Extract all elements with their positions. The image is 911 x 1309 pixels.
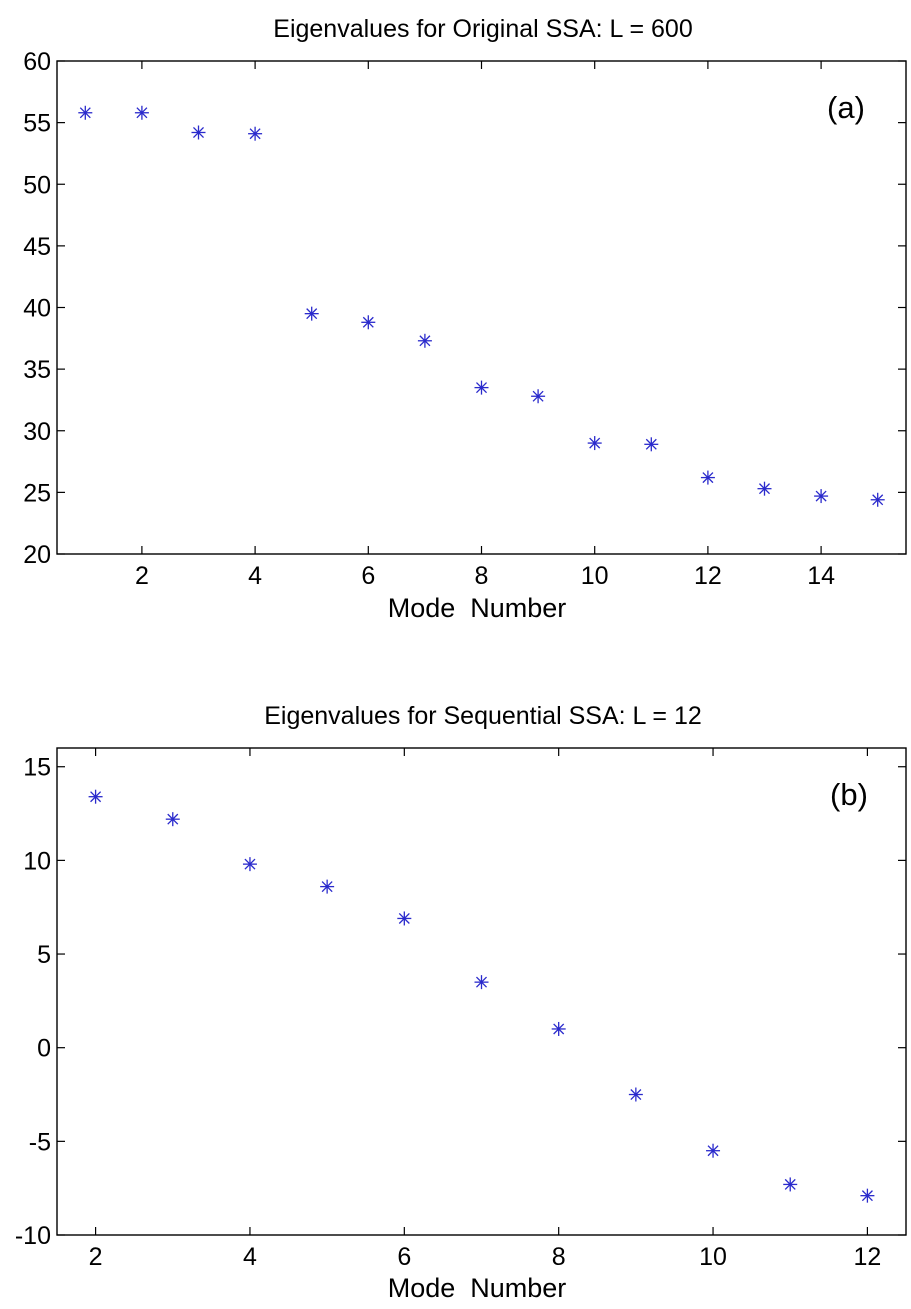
panel-a-original-ssa: Eigenvalues for Original SSA: L = 600 2 4… — [23, 15, 907, 623]
panel-b-y-tick-label: 0 — [37, 1035, 51, 1063]
panel-b-x-tick-label: 10 — [699, 1243, 727, 1271]
panel-b-data-point — [783, 1177, 798, 1192]
panel-b-data-point — [320, 879, 335, 894]
panel-a-x-tick-label: 8 — [475, 562, 489, 590]
panel-b-y-tick-label: 10 — [23, 847, 51, 875]
panel-a-x-tick-label: 2 — [135, 562, 149, 590]
panel-b-data-point — [706, 1143, 721, 1158]
panel-a-data-point — [644, 437, 659, 452]
panel-a-data-point — [587, 436, 602, 451]
panel-a-y-tick-label: 30 — [23, 418, 51, 446]
panel-a-data-point — [248, 126, 263, 141]
panel-b-x-tick-label: 8 — [552, 1243, 566, 1271]
panel-a-data-point — [870, 492, 885, 507]
panel-b-x-tick-label: 2 — [89, 1243, 103, 1271]
panel-b-x-axis-label: Mode Number — [388, 1273, 567, 1303]
panel-b-x-tick-label: 12 — [854, 1243, 882, 1271]
panel-a-y-tick-label: 60 — [23, 48, 51, 76]
panel-b-ticks: 2 4 6 8 10 12 -10 -5 0 5 10 15 — [15, 748, 906, 1271]
panel-a-data-point — [361, 315, 376, 330]
panel-b-data-point — [628, 1087, 643, 1102]
panel-a-y-tick-label: 25 — [23, 479, 51, 507]
panel-a-y-tick-label: 55 — [23, 110, 51, 138]
panel-a-x-tick-label: 12 — [694, 562, 722, 590]
panel-b-data-point — [397, 911, 412, 926]
panel-a-title: Eigenvalues for Original SSA: L = 600 — [273, 15, 692, 43]
panel-a-y-tick-label: 40 — [23, 295, 51, 323]
panel-a-x-tick-label: 6 — [361, 562, 375, 590]
panel-b-data-point — [551, 1021, 566, 1036]
panel-a-data-point — [78, 105, 93, 120]
panel-a-data-point — [531, 389, 546, 404]
panel-a-x-tick-label: 14 — [807, 562, 835, 590]
panel-b-plot-frame — [56, 747, 907, 1236]
panel-b-data-point — [88, 789, 103, 804]
panel-b-data-point — [242, 857, 257, 872]
panel-a-y-tick-label: 20 — [23, 541, 51, 569]
panel-a-x-tick-label: 4 — [248, 562, 262, 590]
panel-a-data-point — [474, 380, 489, 395]
panel-a-data-point — [417, 333, 432, 348]
panel-b-data-point — [474, 975, 489, 990]
panel-b-x-tick-label: 6 — [397, 1243, 411, 1271]
panel-a-data-point — [814, 489, 829, 504]
panel-b-data-points — [88, 789, 875, 1203]
panel-a-label: (a) — [827, 90, 865, 125]
panel-a-y-tick-label: 35 — [23, 356, 51, 384]
panel-b-title: Eigenvalues for Sequential SSA: L = 12 — [264, 702, 702, 730]
panel-b-sequential-ssa: Eigenvalues for Sequential SSA: L = 12 2… — [15, 702, 907, 1303]
panel-a-data-point — [191, 125, 206, 140]
panel-a-data-points — [78, 105, 885, 507]
panel-a-x-axis-label: Mode Number — [388, 593, 567, 623]
panel-b-y-tick-label: 5 — [37, 941, 51, 969]
panel-a-data-point — [134, 105, 149, 120]
panel-b-data-point — [860, 1188, 875, 1203]
panel-b-y-tick-label: -5 — [29, 1128, 51, 1156]
panel-a-data-point — [304, 306, 319, 321]
panel-b-y-tick-label: -10 — [15, 1222, 51, 1250]
panel-b-label: (b) — [830, 777, 868, 812]
panel-a-y-tick-label: 45 — [23, 233, 51, 261]
panel-a-plot-frame — [56, 60, 907, 555]
panel-a-ticks: 2 4 6 8 10 12 14 20 25 30 35 40 45 50 55 60 — [23, 48, 906, 590]
panel-a-data-point — [700, 470, 715, 485]
panel-a-y-tick-label: 50 — [23, 171, 51, 199]
panel-b-data-point — [165, 812, 180, 827]
panel-b-x-tick-label: 4 — [243, 1243, 257, 1271]
panel-a-x-tick-label: 10 — [581, 562, 609, 590]
panel-b-y-tick-label: 15 — [23, 754, 51, 782]
panel-a-data-point — [757, 481, 772, 496]
